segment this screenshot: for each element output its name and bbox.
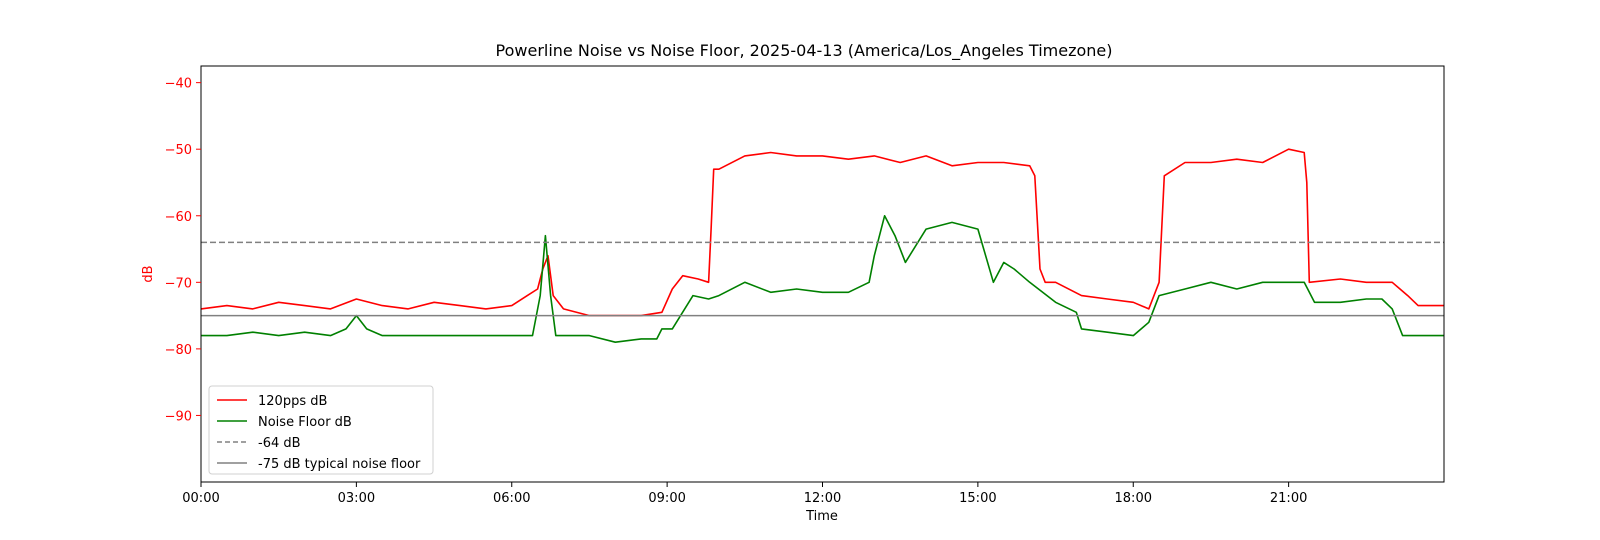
x-tick-label-7: 21:00: [1270, 491, 1307, 506]
y-axis: −40 −50 −60 −70 −80 −90: [165, 77, 201, 424]
series-line-0: [200, 148, 1444, 317]
legend-label-0: 120pps dB: [258, 394, 327, 409]
chart-title: Powerline Noise vs Noise Floor, 2025-04-…: [496, 41, 1113, 61]
legend: 120pps dB Noise Floor dB -64 dB -75 dB typi…: [208, 385, 434, 475]
y-tick-label-2: −60: [165, 210, 192, 225]
x-tick-label-4: 12:00: [804, 491, 841, 506]
y-tick-label-1: −50: [165, 143, 192, 158]
x-axis-label: Time: [805, 509, 838, 524]
legend-label-3: -75 dB typical noise floor: [258, 457, 421, 472]
legend-box: [208, 385, 434, 475]
x-axis: 00:00 03:00 06:00 09:00 12:00 15:00 18:00 21:00: [182, 482, 1307, 506]
legend-label-1: Noise Floor dB: [258, 415, 352, 430]
x-tick-label-1: 03:00: [338, 491, 375, 506]
y-tick-label-5: −90: [165, 409, 192, 424]
x-tick-label-3: 09:00: [648, 491, 685, 506]
x-tick-label-5: 15:00: [959, 491, 996, 506]
y-tick-label-0: −40: [165, 77, 192, 92]
legend-label-2: -64 dB: [258, 436, 301, 451]
series-line-1: [201, 215, 1444, 344]
y-axis-label: dB: [141, 265, 156, 282]
x-tick-label-0: 00:00: [182, 491, 219, 506]
x-tick-label-2: 06:00: [493, 491, 530, 506]
series-layer: [200, 148, 1444, 344]
y-tick-label-3: −70: [165, 276, 192, 291]
x-tick-label-6: 18:00: [1115, 491, 1152, 506]
y-tick-label-4: −80: [165, 343, 192, 358]
